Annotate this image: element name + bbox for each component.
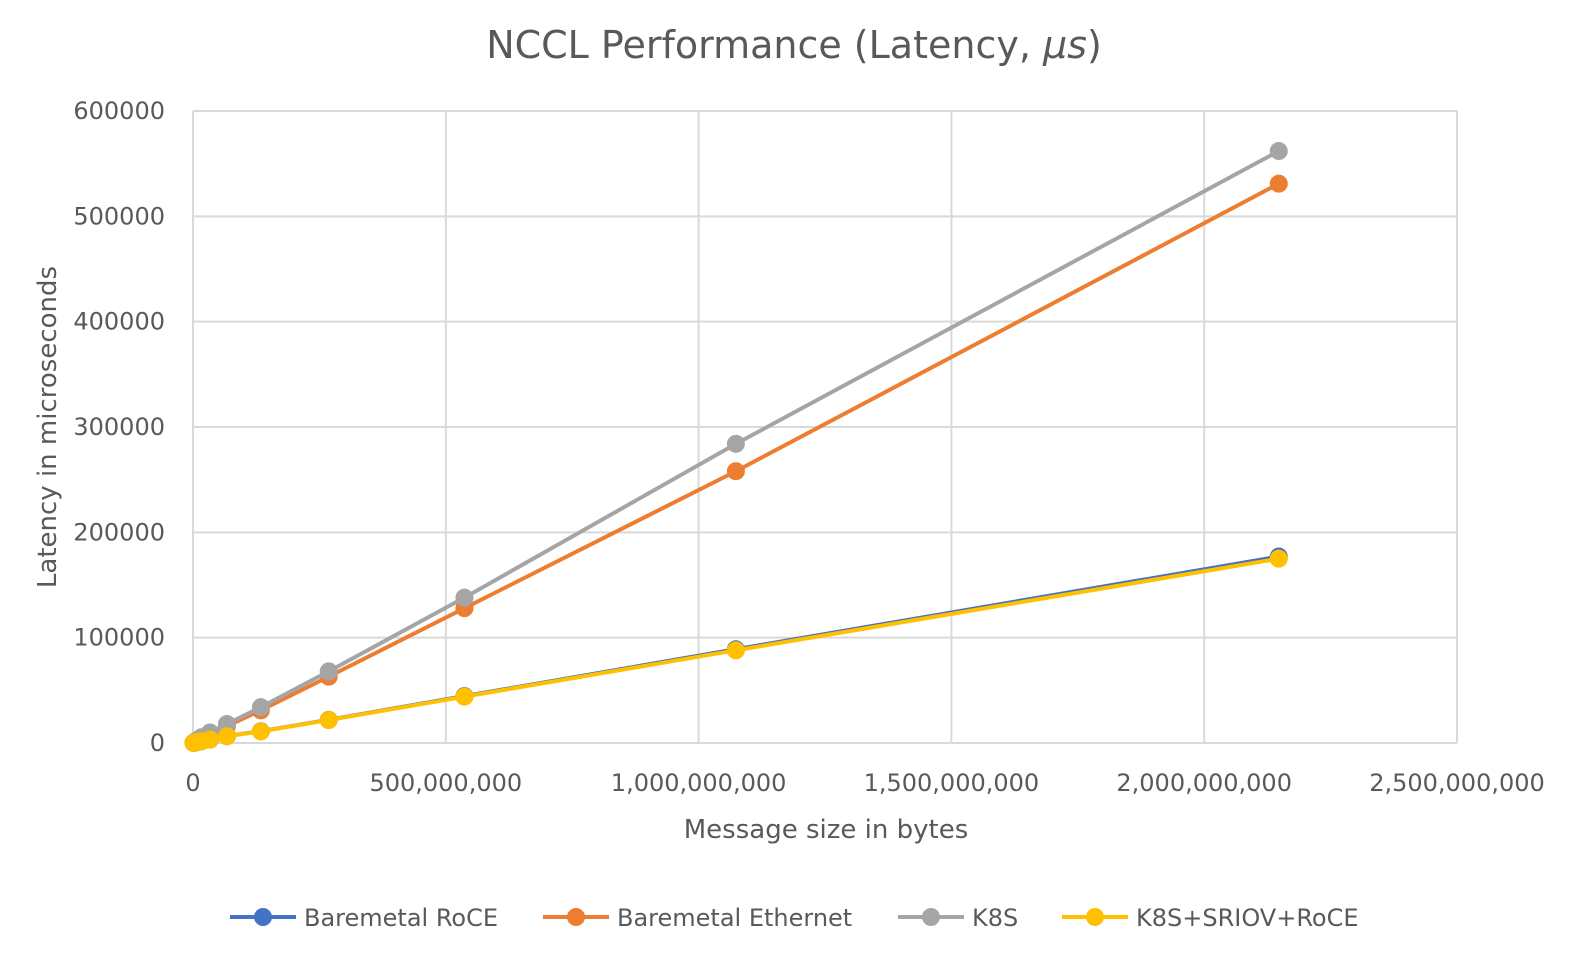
legend-label: K8S+SRIOV+RoCE [1136, 904, 1359, 932]
series-baremetal-ethernet [184, 174, 1288, 752]
x-tick-label: 0 [185, 769, 200, 797]
series-layer [184, 142, 1288, 752]
legend-label: Baremetal RoCE [304, 904, 498, 932]
data-point [200, 730, 219, 749]
chart-title-main: NCCL Performance (Latency, [486, 23, 1043, 67]
data-point [1269, 549, 1288, 568]
x-tick-label: 2,000,000,000 [1116, 769, 1292, 797]
y-tick-label: 300000 [73, 413, 165, 441]
x-tick-label: 1,000,000,000 [611, 769, 787, 797]
y-tick-label: 400000 [73, 308, 165, 336]
y-tick-label: 500000 [73, 202, 165, 230]
chart-title: NCCL Performance (Latency, μs) [486, 23, 1102, 67]
chart-title-close: ) [1087, 23, 1102, 67]
legend-marker [1086, 908, 1104, 926]
legend-label: K8S [972, 904, 1018, 932]
data-point [1269, 142, 1288, 161]
legend: Baremetal RoCE Baremetal Ethernet K8S K8S+S… [230, 904, 1359, 932]
data-point [455, 588, 474, 607]
data-point [251, 698, 270, 717]
legend-label: Baremetal Ethernet [617, 904, 852, 932]
legend-item-k8s-sriov-roce: K8S+SRIOV+RoCE [1062, 904, 1359, 932]
legend-item-k8s: K8S [898, 904, 1018, 932]
data-point [251, 722, 270, 741]
data-point [455, 687, 474, 706]
legend-marker [567, 908, 585, 926]
data-point [726, 641, 745, 660]
x-axis-title: Message size in bytes [684, 815, 969, 845]
data-point [319, 711, 338, 730]
grid [193, 110, 1458, 743]
series-k8s [184, 142, 1288, 752]
data-point [1269, 174, 1288, 193]
y-tick-label: 100000 [73, 624, 165, 652]
axes [192, 111, 1457, 744]
data-point [217, 727, 236, 746]
data-point [319, 662, 338, 681]
x-tick-label: 1,500,000,000 [864, 769, 1040, 797]
y-tick-label: 0 [150, 729, 165, 757]
legend-marker [922, 908, 940, 926]
chart-title-unit: μs [1042, 23, 1087, 67]
data-point [726, 462, 745, 481]
x-tick-label: 500,000,000 [369, 769, 522, 797]
x-tick-label: 2,500,000,000 [1369, 769, 1545, 797]
y-axis-title: Latency in microseconds [33, 266, 63, 588]
legend-marker [254, 908, 272, 926]
y-tick-label: 600000 [73, 97, 165, 125]
legend-item-baremetal-roce: Baremetal RoCE [230, 904, 498, 932]
tick-labels: 0 100000 200000 300000 400000 500000 600000 0 50… [73, 97, 1544, 797]
y-tick-label: 200000 [73, 518, 165, 546]
legend-item-baremetal-ethernet: Baremetal Ethernet [543, 904, 852, 932]
data-point [726, 434, 745, 453]
series-k8s-sriov-roce [184, 549, 1288, 752]
